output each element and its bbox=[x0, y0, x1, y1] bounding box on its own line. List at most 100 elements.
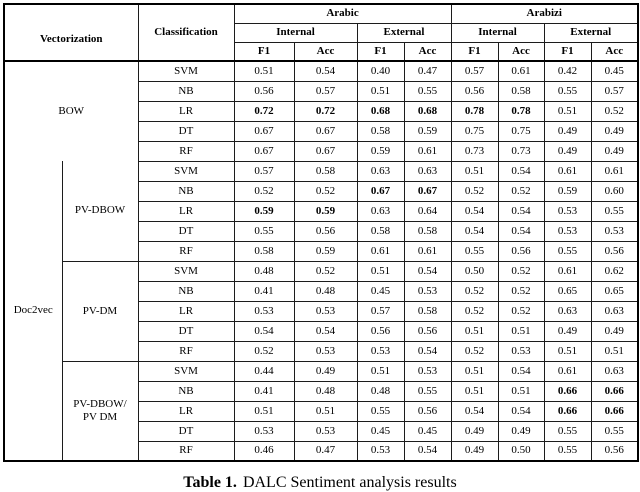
value-cell: 0.49 bbox=[543, 120, 592, 142]
header-row-groups: Vectorization Classification Arabic Arab… bbox=[3, 3, 639, 62]
value-cell: 0.49 bbox=[497, 420, 545, 442]
value-cell: 0.67 bbox=[356, 180, 405, 202]
value-cell: 0.52 bbox=[450, 180, 499, 202]
value-cell: 0.51 bbox=[233, 60, 295, 82]
value-cell: 0.53 bbox=[497, 340, 545, 362]
value-cell: 0.54 bbox=[450, 200, 499, 222]
table-row: LR 0.72 0.72 0.68 0.68 0.78 0.78 0.51 0.52 bbox=[4, 100, 639, 122]
value-cell: 0.49 bbox=[450, 440, 499, 462]
value-cell: 0.54 bbox=[403, 260, 452, 282]
value-cell: 0.53 bbox=[293, 340, 358, 362]
value-cell: 0.72 bbox=[293, 100, 358, 122]
table-row: RF 0.58 0.59 0.61 0.61 0.55 0.56 0.55 0.56 bbox=[4, 240, 639, 262]
vectorization-cell: PV-DBOW/ PV DM bbox=[61, 360, 139, 462]
value-cell: 0.51 bbox=[356, 360, 405, 382]
table-row: DT 0.53 0.53 0.45 0.45 0.49 0.49 0.55 0.55 bbox=[4, 420, 639, 442]
value-cell: 0.63 bbox=[356, 160, 405, 182]
classifier-cell: SVM bbox=[137, 260, 235, 282]
value-cell: 0.56 bbox=[590, 240, 639, 262]
value-cell: 0.66 bbox=[543, 380, 592, 402]
value-cell: 0.57 bbox=[590, 80, 639, 102]
value-cell: 0.59 bbox=[293, 200, 358, 222]
value-cell: 0.52 bbox=[497, 260, 545, 282]
value-cell: 0.58 bbox=[497, 80, 545, 102]
table-row: LR 0.53 0.53 0.57 0.58 0.52 0.52 0.63 0.63 bbox=[4, 300, 639, 322]
value-cell: 0.54 bbox=[450, 220, 499, 242]
value-cell: 0.53 bbox=[590, 220, 639, 242]
value-cell: 0.72 bbox=[233, 100, 295, 122]
value-cell: 0.56 bbox=[356, 320, 405, 342]
header-metric-f1: F1 bbox=[450, 41, 499, 62]
value-cell: 0.52 bbox=[497, 180, 545, 202]
value-cell: 0.63 bbox=[590, 300, 639, 322]
value-cell: 0.56 bbox=[497, 240, 545, 262]
table-row: RF 0.52 0.53 0.53 0.54 0.52 0.53 0.51 0.51 bbox=[4, 340, 639, 362]
value-cell: 0.63 bbox=[356, 200, 405, 222]
value-cell: 0.51 bbox=[356, 80, 405, 102]
value-cell: 0.44 bbox=[233, 360, 295, 382]
value-cell: 0.52 bbox=[450, 280, 499, 302]
table-row: PV-DBOW/ PV DM SVM 0.44 0.49 0.51 0.53 0.51 0.5… bbox=[4, 360, 639, 462]
value-cell: 0.65 bbox=[543, 280, 592, 302]
value-cell: 0.45 bbox=[356, 420, 405, 442]
value-cell: 0.40 bbox=[356, 60, 405, 82]
classifier-cell: LR bbox=[137, 200, 235, 222]
header-group-arabizi: Arabizi bbox=[450, 3, 639, 24]
value-cell: 0.73 bbox=[497, 140, 545, 162]
classifier-cell: NB bbox=[137, 280, 235, 302]
value-cell: 0.61 bbox=[543, 360, 592, 382]
value-cell: 0.53 bbox=[356, 440, 405, 462]
classifier-cell: LR bbox=[137, 300, 235, 322]
value-cell: 0.51 bbox=[590, 340, 639, 362]
table-row: NB 0.52 0.52 0.67 0.67 0.52 0.52 0.59 0.60 bbox=[4, 180, 639, 202]
value-cell: 0.49 bbox=[293, 360, 358, 382]
value-cell: 0.56 bbox=[233, 80, 295, 102]
table-row: Doc2vec PV-DBOW SVM 0.57 0.58 0.63 0.63 0.51 0.5… bbox=[3, 160, 639, 462]
header-group-arabic: Arabic bbox=[233, 3, 452, 24]
table-caption: Table 1. DALC Sentiment analysis results bbox=[0, 474, 640, 492]
value-cell: 0.48 bbox=[293, 280, 358, 302]
value-cell: 0.54 bbox=[497, 360, 545, 382]
value-cell: 0.59 bbox=[543, 180, 592, 202]
classifier-cell: RF bbox=[137, 240, 235, 262]
value-cell: 0.52 bbox=[293, 180, 358, 202]
classifier-cell: NB bbox=[137, 380, 235, 402]
value-cell: 0.78 bbox=[450, 100, 499, 122]
value-cell: 0.57 bbox=[356, 300, 405, 322]
value-cell: 0.47 bbox=[403, 60, 452, 82]
classifier-cell: RF bbox=[137, 140, 235, 162]
value-cell: 0.45 bbox=[356, 280, 405, 302]
value-cell: 0.61 bbox=[543, 160, 592, 182]
value-cell: 0.55 bbox=[543, 80, 592, 102]
value-cell: 0.51 bbox=[450, 380, 499, 402]
classifier-cell: RF bbox=[137, 440, 235, 462]
value-cell: 0.54 bbox=[497, 220, 545, 242]
classifier-cell: DT bbox=[137, 420, 235, 442]
value-cell: 0.51 bbox=[497, 380, 545, 402]
value-cell: 0.55 bbox=[403, 80, 452, 102]
value-cell: 0.54 bbox=[403, 340, 452, 362]
value-cell: 0.54 bbox=[233, 320, 295, 342]
value-cell: 0.58 bbox=[403, 220, 452, 242]
classifier-cell: DT bbox=[137, 220, 235, 242]
value-cell: 0.73 bbox=[450, 140, 499, 162]
value-cell: 0.55 bbox=[403, 380, 452, 402]
value-cell: 0.55 bbox=[543, 440, 592, 462]
classifier-cell: LR bbox=[137, 100, 235, 122]
value-cell: 0.49 bbox=[590, 120, 639, 142]
value-cell: 0.45 bbox=[403, 420, 452, 442]
classifier-cell: NB bbox=[137, 80, 235, 102]
value-cell: 0.61 bbox=[356, 240, 405, 262]
header-arabizi-external: External bbox=[543, 22, 639, 43]
value-cell: 0.55 bbox=[543, 240, 592, 262]
value-cell: 0.66 bbox=[590, 380, 639, 402]
value-cell: 0.57 bbox=[450, 60, 499, 82]
header-classification: Classification bbox=[137, 3, 235, 62]
value-cell: 0.52 bbox=[233, 340, 295, 362]
value-cell: 0.75 bbox=[497, 120, 545, 142]
caption-label: Table 1. bbox=[183, 474, 237, 491]
classifier-cell: NB bbox=[137, 180, 235, 202]
classifier-cell: DT bbox=[137, 320, 235, 342]
value-cell: 0.45 bbox=[590, 60, 639, 82]
value-cell: 0.56 bbox=[590, 440, 639, 462]
